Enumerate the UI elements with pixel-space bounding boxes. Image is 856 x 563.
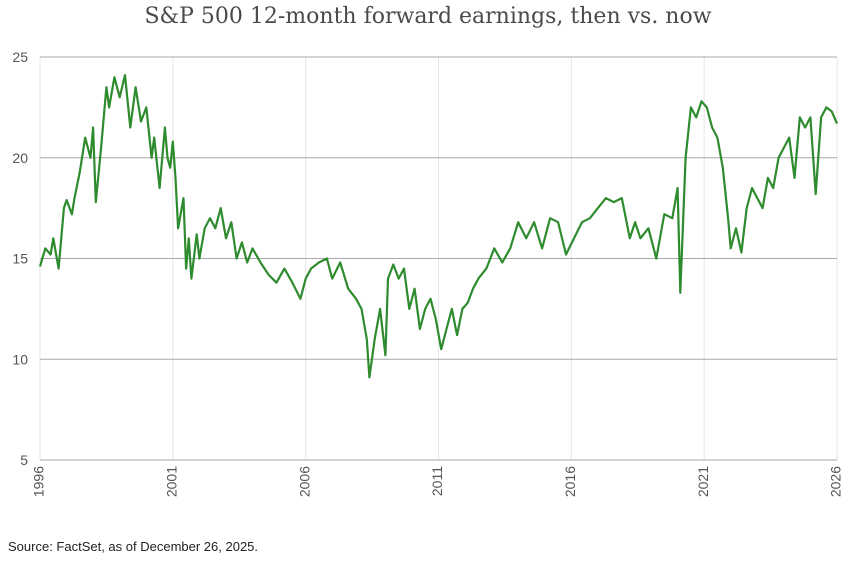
x-tick-label: 2011 xyxy=(429,466,445,496)
chart-grid xyxy=(39,56,838,461)
x-tick-label: 2026 xyxy=(828,466,844,497)
y-tick-label: 5 xyxy=(20,452,28,468)
x-axis: 1996 2001 2006 2011 2016 2021 2026 xyxy=(31,466,844,497)
y-tick-label: 10 xyxy=(12,351,28,367)
y-tick-label: 20 xyxy=(12,150,28,166)
x-tick-label: 2021 xyxy=(695,466,711,497)
y-axis: 5 10 15 20 25 xyxy=(12,49,28,468)
y-tick-label: 25 xyxy=(12,49,28,65)
chart-title: S&P 500 12-month forward earnings, then … xyxy=(144,4,712,29)
x-tick-label: 2006 xyxy=(296,466,312,497)
source-note: Source: FactSet, as of December 26, 2025… xyxy=(8,539,259,554)
series-line xyxy=(38,73,839,379)
x-tick-label: 2001 xyxy=(164,466,180,497)
x-tick-label: 2016 xyxy=(562,466,578,497)
y-tick-label: 15 xyxy=(12,251,28,267)
series-layer xyxy=(38,73,839,379)
x-tick-label: 1996 xyxy=(31,466,47,497)
